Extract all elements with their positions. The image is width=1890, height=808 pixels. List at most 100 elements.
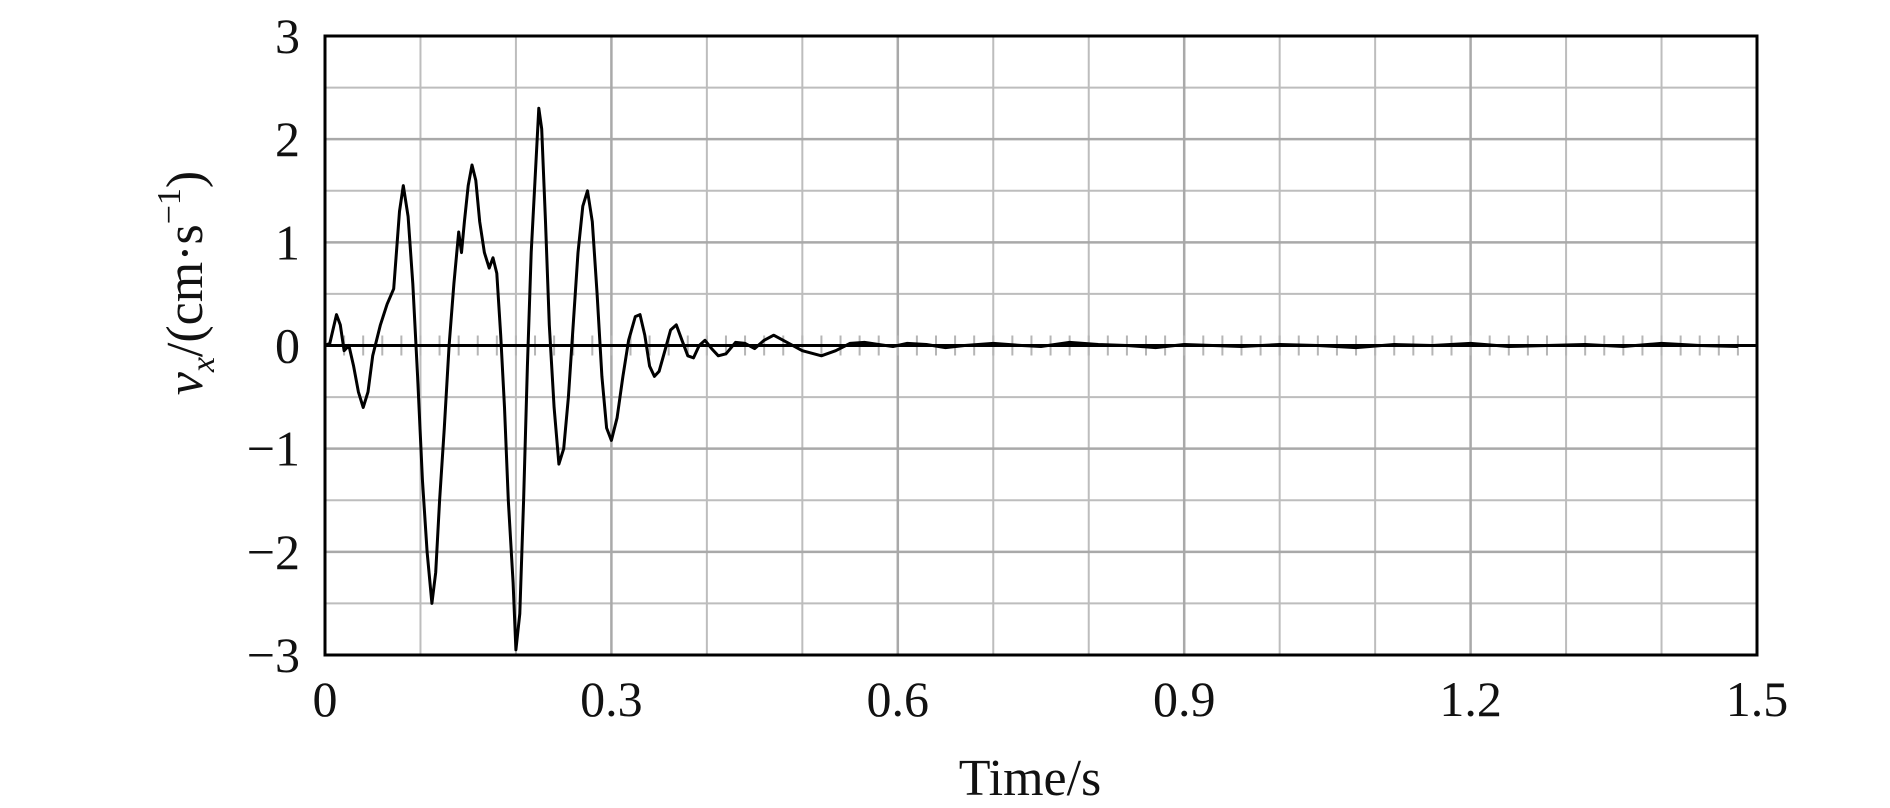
data-point: [906, 342, 909, 345]
data-point: [431, 602, 433, 605]
data-point: [357, 391, 360, 393]
data-point: [669, 329, 672, 331]
data-point: [562, 447, 565, 450]
data-point: [371, 355, 374, 357]
y-tick-label: 3: [275, 8, 300, 64]
data-point: [627, 339, 630, 342]
data-point: [540, 128, 543, 130]
y-tick-label: 0: [275, 318, 300, 374]
data-point: [782, 339, 785, 342]
x-axis-label: Time/s: [959, 750, 1102, 807]
data-point: [1584, 343, 1586, 346]
plot-frame: [323, 34, 1759, 657]
data-point: [343, 349, 345, 352]
data-point: [426, 551, 428, 553]
data-point: [675, 324, 678, 326]
y-axis-label: vx/(cm·s−1): [151, 171, 222, 396]
data-point: [863, 341, 866, 344]
data-point: [1240, 345, 1243, 348]
y-tick-label: −2: [247, 524, 300, 580]
data-point: [992, 342, 995, 345]
data-point: [483, 251, 486, 254]
data-point: [591, 220, 594, 223]
data-point: [1126, 344, 1128, 347]
data-point: [648, 365, 651, 367]
data-point: [963, 344, 966, 347]
data-point: [1183, 343, 1185, 346]
data-point: [1698, 344, 1701, 347]
data-point: [512, 581, 514, 584]
data-point: [1278, 343, 1281, 346]
data-point: [478, 220, 481, 223]
data-point: [339, 324, 342, 326]
data-point: [944, 346, 947, 349]
data-point: [548, 324, 551, 326]
data-point: [526, 365, 529, 367]
y-tick-label: −3: [247, 627, 300, 683]
data-point: [379, 324, 382, 326]
data-point: [392, 287, 395, 290]
x-tick-label: 1.5: [1726, 671, 1789, 727]
y-tick-labels: 3 2 1 0 −1 −2 −3: [247, 8, 300, 683]
data-point: [507, 499, 510, 502]
data-point: [553, 406, 555, 409]
data-point: [763, 339, 765, 342]
data-point: [402, 184, 405, 187]
data-point: [801, 349, 804, 352]
data-point: [328, 342, 331, 345]
data-point: [496, 272, 498, 275]
data-point: [1737, 345, 1739, 348]
data-point: [1546, 344, 1548, 347]
data-point: [367, 391, 369, 393]
data-point: [1431, 344, 1434, 347]
data-point: [892, 345, 894, 348]
data-point: [1317, 344, 1319, 347]
data-point: [348, 344, 350, 347]
data-point: [538, 107, 540, 110]
x-tick-labels: 0 0.3 0.6 0.9 1.2 1.5: [313, 671, 1789, 727]
data-point: [515, 649, 517, 651]
series-layer: [324, 106, 1739, 652]
data-point: [601, 375, 603, 378]
data-point: [658, 370, 660, 373]
data-point: [488, 267, 491, 269]
data-point: [1212, 344, 1214, 347]
y-tick-label: 2: [275, 111, 300, 167]
data-point: [352, 365, 355, 367]
data-point: [581, 205, 584, 208]
data-point: [522, 499, 525, 502]
data-point: [772, 334, 775, 336]
data-point: [471, 164, 473, 166]
data-point: [1355, 346, 1357, 349]
data-point: [1021, 344, 1023, 347]
data-point: [443, 427, 446, 429]
data-point: [1660, 342, 1663, 345]
data-point: [616, 416, 618, 419]
data-point: [335, 313, 338, 316]
data-point: [534, 179, 536, 182]
data-point: [530, 251, 533, 254]
data-point: [849, 342, 851, 345]
data-point: [1507, 345, 1510, 348]
data-point: [622, 375, 624, 378]
data-point: [1068, 341, 1071, 344]
data-point: [467, 184, 470, 187]
data-point: [362, 406, 364, 409]
data-point: [610, 439, 613, 442]
data-point: [463, 220, 466, 223]
data-point: [503, 406, 506, 409]
data-point: [453, 282, 455, 285]
data-point: [698, 344, 701, 347]
data-point: [1154, 346, 1157, 349]
data-point: [544, 220, 547, 223]
data-point: [586, 189, 589, 192]
y-tick-label: −1: [247, 421, 300, 477]
data-point: [558, 463, 560, 465]
y-axis-label-close: ): [157, 171, 214, 188]
data-point: [634, 315, 637, 318]
data-point: [492, 257, 494, 259]
data-point: [877, 343, 880, 346]
data-point: [518, 612, 521, 615]
data-point: [653, 375, 656, 378]
